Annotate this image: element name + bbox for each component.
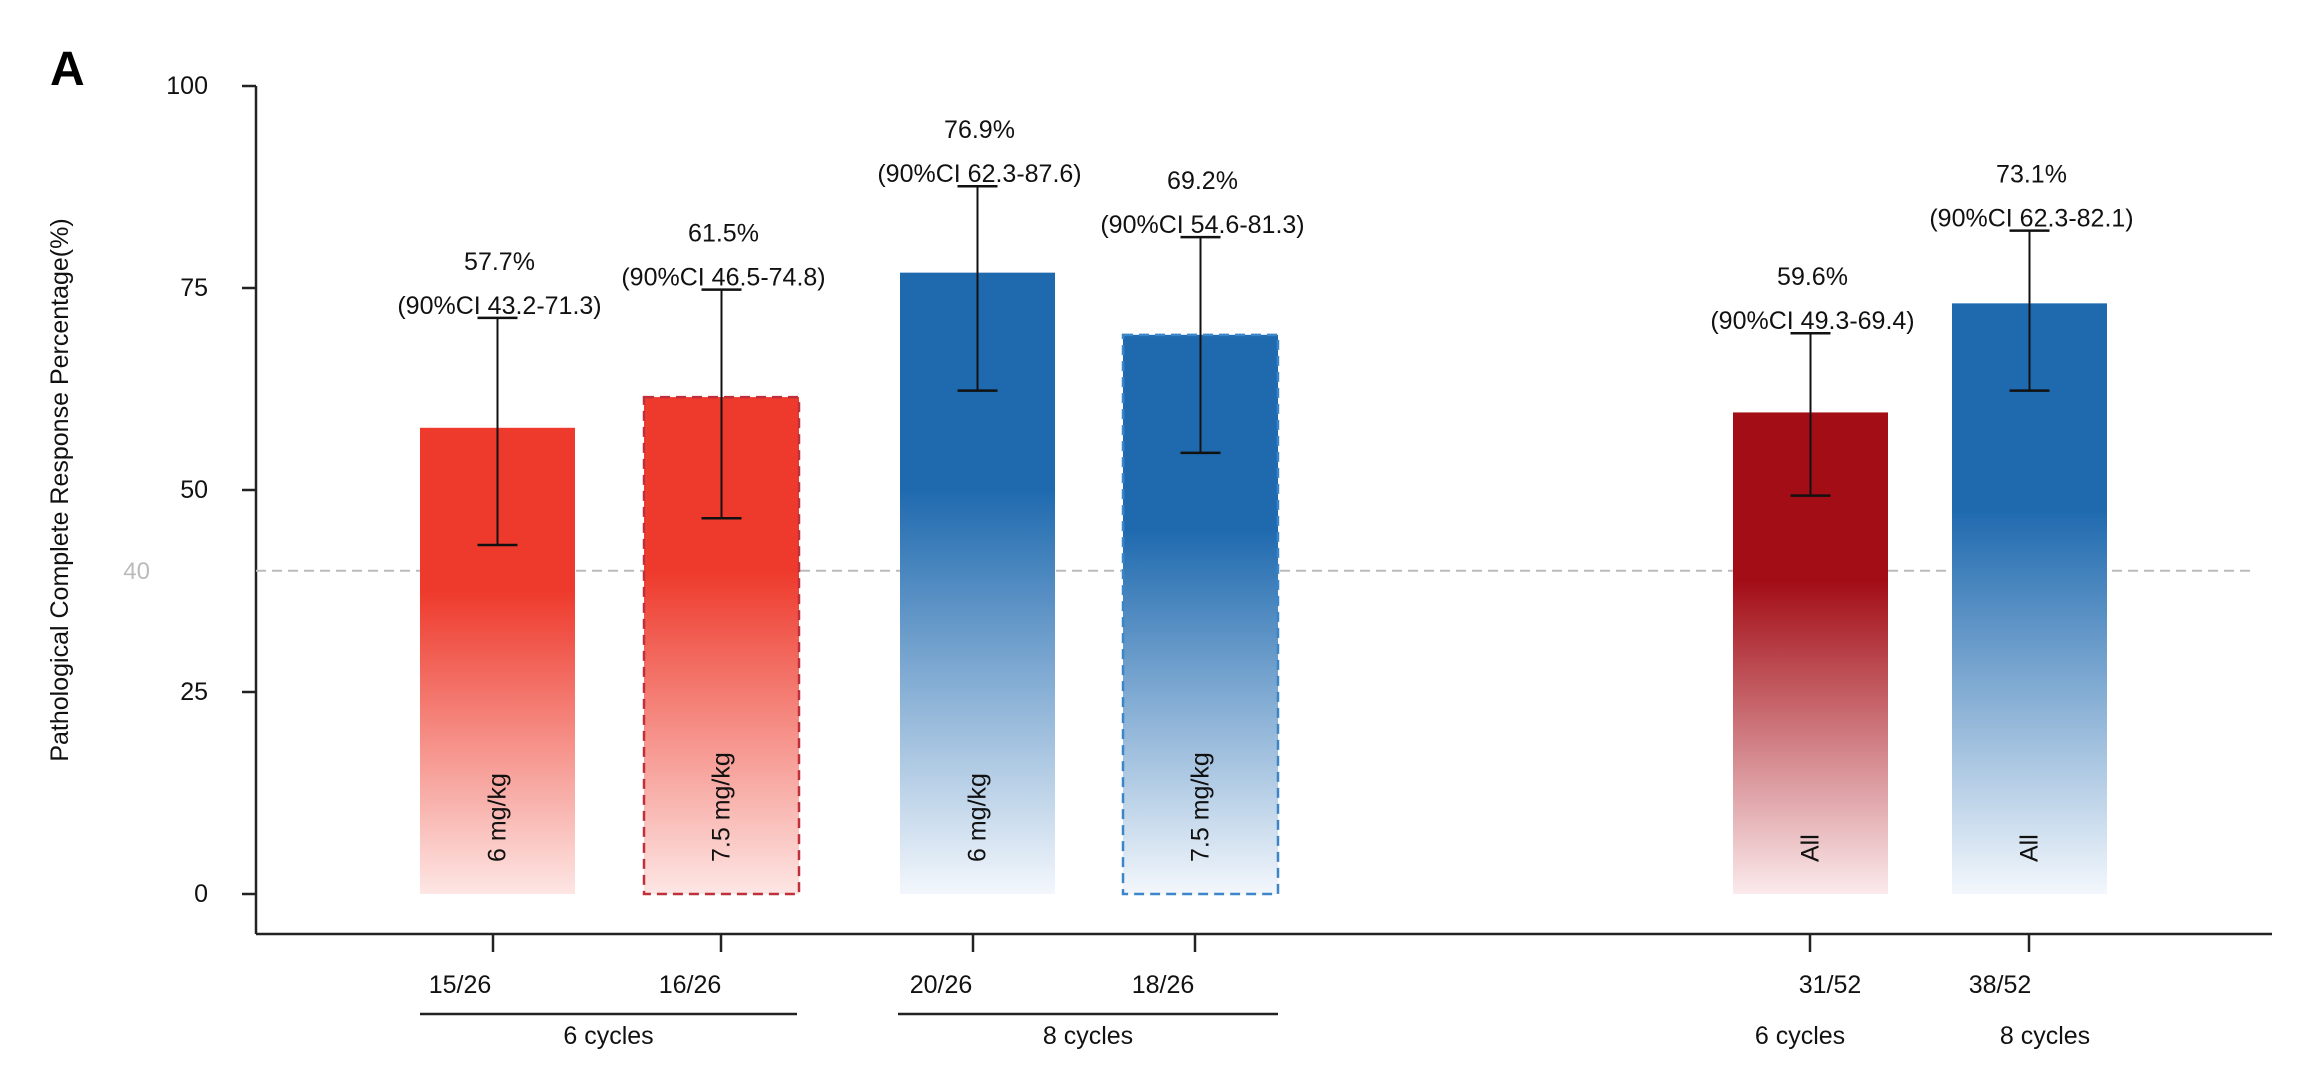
panel-label: A — [50, 43, 85, 96]
group-label: 8 cycles — [2000, 1022, 2090, 1050]
count-label: 18/26 — [1132, 971, 1195, 999]
bar-inner-label: 6 mg/kg — [484, 773, 512, 862]
group-label: 8 cycles — [1043, 1022, 1133, 1050]
count-label: 38/52 — [1969, 971, 2032, 999]
bar-inner-label: All — [2016, 834, 2044, 862]
ci-label: (90%CI 54.6-81.3) — [1100, 211, 1304, 239]
ci-label: (90%CI 49.3-69.4) — [1710, 307, 1914, 335]
y-tick-label: 25 — [180, 678, 208, 706]
y-tick-label: 50 — [180, 476, 208, 504]
ci-label: (90%CI 62.3-87.6) — [877, 160, 1081, 188]
bar — [1952, 303, 2107, 894]
count-label: 16/26 — [659, 971, 722, 999]
ci-label: (90%CI 62.3-82.1) — [1929, 205, 2133, 233]
group-label: 6 cycles — [1755, 1022, 1845, 1050]
bar-inner-label: 7.5 mg/kg — [1187, 752, 1215, 862]
value-label: 69.2% — [1167, 167, 1238, 195]
bar-inner-label: 6 mg/kg — [964, 773, 992, 862]
value-label: 61.5% — [688, 220, 759, 248]
ci-label: (90%CI 43.2-71.3) — [397, 292, 601, 320]
y-tick-label: 100 — [166, 72, 208, 100]
group-label: 6 cycles — [563, 1022, 653, 1050]
value-label: 57.7% — [464, 248, 535, 276]
value-label: 59.6% — [1777, 263, 1848, 291]
bar-inner-label: All — [1797, 834, 1825, 862]
value-label: 73.1% — [1996, 161, 2067, 189]
y-tick-label: 75 — [180, 274, 208, 302]
bar-inner-label: 7.5 mg/kg — [708, 752, 736, 862]
reference-line-label: 40 — [123, 558, 150, 585]
bar — [642, 395, 801, 896]
y-tick-label: 0 — [194, 880, 208, 908]
count-label: 20/26 — [910, 971, 973, 999]
ci-label: (90%CI 46.5-74.8) — [621, 264, 825, 292]
count-label: 31/52 — [1799, 971, 1862, 999]
count-label: 15/26 — [429, 971, 492, 999]
value-label: 76.9% — [944, 116, 1015, 144]
y-axis-label: Pathological Complete Response Percentag… — [46, 218, 74, 761]
